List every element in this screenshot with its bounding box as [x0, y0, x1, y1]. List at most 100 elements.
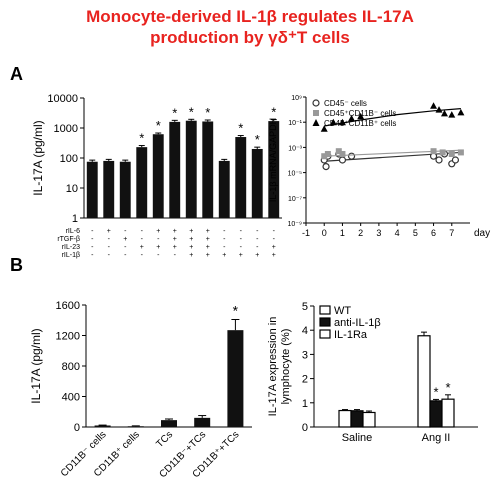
a-right-point [457, 149, 464, 156]
b-right-legend-label: IL-1Ra [334, 329, 368, 341]
a-left-condition-mark: + [189, 228, 193, 235]
a-left-significance-star: * [156, 118, 161, 133]
a-left-condition-mark: - [124, 252, 127, 259]
a-left-y-tick-label: 10000 [47, 93, 78, 105]
a-left-condition-mark: + [189, 236, 193, 243]
a-right-point [347, 152, 356, 160]
figure-title-line1: Monocyte-derived IL-1β regulates IL-17A [86, 7, 414, 26]
a-right-point [322, 162, 330, 171]
a-left-condition-mark: - [240, 244, 243, 251]
a-right-x-tick-label: 2 [358, 228, 363, 238]
a-right-point [321, 153, 328, 160]
b-left-y-tick-label: 800 [62, 361, 80, 373]
a-left-condition-mark: + [173, 228, 177, 235]
a-left-condition-mark: + [189, 244, 193, 251]
b-right-y-tick-label: 1 [302, 398, 308, 410]
a-right-x-tick-label: 3 [376, 228, 381, 238]
a-left-bar [218, 160, 230, 218]
a-left-condition-mark: + [239, 252, 243, 259]
b-left-y-tick-label: 1200 [56, 331, 80, 343]
a-left-y-tick-label: 10 [66, 183, 78, 195]
b-left-bar [94, 425, 111, 427]
a-left-condition-mark: - [256, 236, 259, 243]
a-left-condition-mark: - [91, 244, 94, 251]
figure-title: Monocyte-derived IL-1β regulates IL-17A … [0, 6, 500, 48]
a-left-condition-mark: - [240, 236, 243, 243]
a-left-condition-mark: - [91, 236, 94, 243]
a-left-condition-mark: - [273, 228, 276, 235]
a-left-condition-mark: - [240, 228, 243, 235]
b-left-bar [227, 330, 244, 427]
a-right-point [435, 106, 443, 113]
a-right-point [448, 111, 456, 118]
b-right-bar [338, 409, 352, 428]
a-left-condition-mark: - [91, 228, 94, 235]
a-right-y-tick-label: 10⁹ [291, 95, 302, 102]
a-left-significance-star: * [189, 104, 194, 119]
a-left-condition-mark: + [272, 252, 276, 259]
a-left-bar [119, 161, 131, 218]
a-right-legend-label: CD45⁺CD11B⁺ cells [324, 119, 396, 128]
a-right-legend-marker [312, 99, 320, 107]
a-left-condition-mark: - [124, 244, 127, 251]
b-right-y-tick-label: 4 [302, 325, 308, 337]
b-right-y-axis-label-line2: lymphocyte (%) [280, 329, 292, 405]
a-left-condition-mark: - [108, 252, 111, 259]
b-right-y-axis-label-line1: IL-17A expression in [267, 317, 279, 417]
a-left-significance-star: * [139, 131, 144, 146]
a-left-significance-star: * [205, 105, 210, 120]
a-right-trend-line [324, 151, 461, 162]
a-left-condition-mark: + [206, 244, 210, 251]
a-left-condition-mark: - [141, 228, 144, 235]
b-right-y-tick-label: 5 [302, 301, 308, 313]
a-right-y-tick-label: 10⁻⁷ [288, 196, 302, 203]
a-left-significance-star: * [271, 105, 276, 120]
panel-label-a: A [10, 64, 23, 84]
a-left-bar [103, 160, 115, 218]
b-right-bar [417, 335, 431, 428]
b-right-legend-swatch [319, 317, 331, 327]
b-right-category-label: Ang II [422, 432, 451, 444]
a-right-y-tick-label: 10⁻¹ [288, 120, 302, 127]
a-right-x-tick-label: 6 [431, 228, 436, 238]
a-left-bar [202, 121, 214, 218]
a-left-condition-mark: - [273, 236, 276, 243]
b-right-bar [429, 400, 443, 428]
b-right-bar [441, 398, 455, 428]
a-left-bar [169, 121, 181, 218]
a-right-y-axis-label: IL-1β mRNA/GAPDH [268, 118, 278, 202]
b-right-legend-label: WT [334, 305, 351, 317]
a-right-legend-marker [312, 119, 320, 126]
a-left-significance-star: * [255, 132, 260, 147]
figure-title-line2: production by γδ⁺T cells [150, 28, 350, 47]
b-left-y-tick-label: 400 [62, 392, 80, 404]
b-left-category-label: TCs [154, 429, 175, 450]
a-left-bar [152, 134, 164, 218]
a-left-y-tick-label: 1000 [54, 123, 78, 135]
a-left-condition-mark: - [141, 252, 144, 259]
b-right-category-label: Saline [342, 432, 373, 444]
b-left-y-tick-label: 0 [74, 422, 80, 434]
a-left-condition-label: rIL-23 [62, 244, 80, 251]
a-right-point [338, 156, 347, 164]
a-left-condition-mark: + [140, 244, 144, 251]
a-left-condition-mark: + [173, 236, 177, 243]
a-right-point [338, 118, 346, 126]
a-left-condition-mark: - [256, 244, 259, 251]
a-left-y-tick-label: 100 [60, 153, 78, 165]
b-right-y-tick-label: 2 [302, 374, 308, 386]
a-left-condition-mark: + [156, 244, 160, 251]
a-left-condition-mark: + [206, 228, 210, 235]
a-left-condition-mark: + [173, 244, 177, 251]
b-left-y-tick-label: 1600 [56, 300, 80, 312]
b-right-legend-swatch [319, 305, 331, 315]
a-left-condition-mark: - [223, 236, 226, 243]
b-right-y-axis-label-group: IL-17A expression in lymphocyte (%) [267, 317, 292, 417]
a-left-condition-mark: - [108, 244, 111, 251]
a-right-point [448, 150, 455, 157]
a-left-condition-mark: + [189, 252, 193, 259]
a-right-point [329, 118, 337, 126]
a-left-condition-mark: + [206, 252, 210, 259]
